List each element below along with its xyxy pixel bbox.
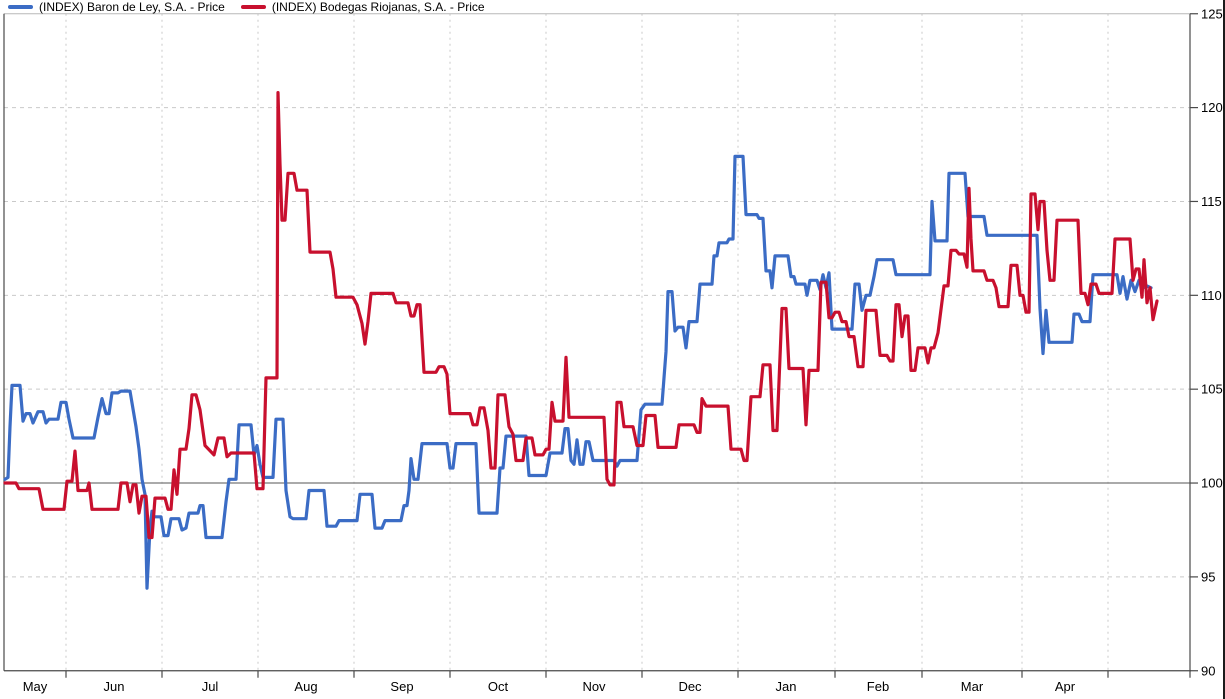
x-axis-month-label: Sep xyxy=(390,679,413,694)
y-axis-label: 105 xyxy=(1201,382,1223,397)
y-axis-label: 125 xyxy=(1201,6,1223,21)
baron-de-ley-price-line[interactable] xyxy=(3,154,1153,590)
legend-item-baron-de-ley[interactable]: (INDEX) Baron de Ley, S.A. - Price xyxy=(8,0,225,14)
chart-legend: (INDEX) Baron de Ley, S.A. - Price (INDE… xyxy=(8,0,485,14)
x-axis-month-label: Apr xyxy=(1055,679,1076,694)
y-axis-label: 115 xyxy=(1201,194,1222,209)
x-axis-month-label: Dec xyxy=(678,679,702,694)
red-line-swatch-icon xyxy=(240,5,266,9)
x-axis-month-label: Nov xyxy=(582,679,606,694)
legend-label-bodegas-riojanas: (INDEX) Bodegas Riojanas, S.A. - Price xyxy=(271,0,485,14)
x-axis-month-label: Feb xyxy=(867,679,889,694)
x-axis-month-label: Jul xyxy=(202,679,219,694)
y-axis-label: 95 xyxy=(1201,569,1215,584)
x-axis-month-label: Aug xyxy=(294,679,317,694)
x-axis-month-label: Jun xyxy=(104,679,125,694)
x-axis-month-label: Mar xyxy=(961,679,984,694)
y-axis-label: 90 xyxy=(1201,663,1215,678)
legend-item-bodegas-riojanas[interactable]: (INDEX) Bodegas Riojanas, S.A. - Price xyxy=(240,0,485,14)
legend-label-baron-de-ley: (INDEX) Baron de Ley, S.A. - Price xyxy=(39,0,225,14)
blue-line-swatch-icon xyxy=(8,5,33,9)
x-axis-month-label: Jan xyxy=(776,679,797,694)
x-axis-month-label: May xyxy=(23,679,48,694)
window-right-border xyxy=(1223,0,1225,699)
bodegas-riojanas-price-line[interactable] xyxy=(3,90,1159,540)
x-axis-month-label: Oct xyxy=(488,679,509,694)
y-axis-label: 120 xyxy=(1201,100,1223,115)
y-axis-label: 100 xyxy=(1201,476,1223,491)
y-axis-label: 110 xyxy=(1201,288,1222,303)
